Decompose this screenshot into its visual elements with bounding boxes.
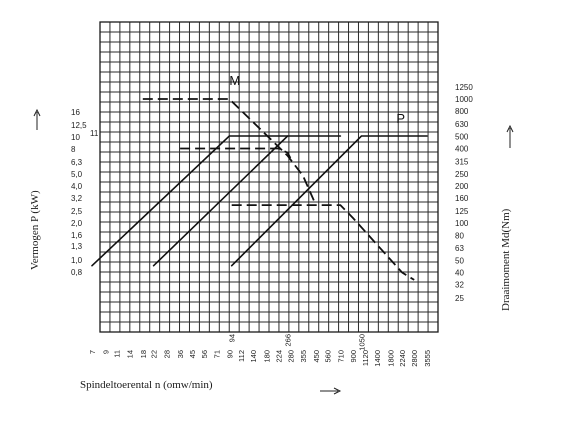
- y-right-tick-label: 50: [455, 257, 464, 266]
- x-tick-label: 710: [336, 350, 345, 363]
- x-tick-label-above: 94: [228, 334, 237, 342]
- series-P-label: P: [396, 111, 405, 126]
- x-tick-label: 224: [274, 350, 283, 363]
- x-arrow: [320, 387, 342, 395]
- x-tick-label: 2240: [398, 350, 407, 367]
- x-tick-label: 450: [312, 350, 321, 363]
- x-tick-label: 355: [299, 350, 308, 363]
- x-tick-label: 280: [286, 350, 295, 363]
- y-left-tick-label: 5,0: [71, 170, 83, 179]
- y-left-tick-label: 16: [71, 108, 80, 117]
- x-tick-label: 45: [188, 350, 197, 358]
- x-tick-label: 112: [237, 350, 246, 362]
- y-right-tick-label: 1000: [455, 95, 473, 104]
- y-left-tick-label: 1,3: [71, 242, 83, 251]
- y-right-tick-label: 32: [455, 281, 464, 290]
- x-tick-label: 1800: [386, 350, 395, 367]
- y-left-tick-label: 8: [71, 145, 76, 154]
- x-tick-label: 900: [349, 350, 358, 363]
- y-left-tick-label: 12,5: [71, 121, 87, 130]
- y-right-tick-label: 400: [455, 144, 469, 153]
- y-right-tick-label: 200: [455, 182, 469, 191]
- y-left-ticks: 0,8 1,0 1,3 1,6 2,0 2,5 3,2 4,0 5,0 6,3 8 10 12,5 16: [71, 108, 87, 277]
- x-tick-label-above: 1050: [357, 334, 366, 351]
- y-right-arrow: [506, 124, 514, 148]
- y-left-tick-label: 4,0: [71, 182, 83, 191]
- x-tick-label-above: 266: [284, 334, 293, 347]
- y-right-tick-label: 315: [455, 157, 469, 166]
- x-tick-label: 560: [324, 350, 333, 363]
- series-P-segment-2: [152, 135, 342, 267]
- y-left-tick-label: 3,2: [71, 194, 83, 203]
- x-ticks: 7 9 11 14 18 22 28 36 45 56 71 90 112 140 180 224 280 355…: [88, 350, 432, 367]
- series-P-segment-3: [230, 135, 428, 267]
- y-right-tick-label: 40: [455, 269, 464, 278]
- series-M-label: M: [229, 73, 240, 88]
- curves: PM: [91, 73, 428, 281]
- x-tick-label: 28: [163, 350, 172, 358]
- y-left-tick-label: 1,6: [71, 231, 83, 240]
- y-right-tick-label: 100: [455, 219, 469, 228]
- x-tick-label: 2800: [410, 350, 419, 367]
- y-right-label: Draaimoment Md(Nm): [500, 208, 512, 311]
- x-tick-label: 36: [176, 350, 185, 358]
- x-tick-label: 71: [213, 350, 222, 358]
- y-left-tick-label: 2,0: [71, 219, 83, 228]
- y-right-tick-label: 500: [455, 132, 469, 141]
- y-right-tick-label: 160: [455, 194, 469, 203]
- y-left-tick-label: 2,5: [71, 207, 83, 216]
- x-tick-label: 7: [88, 350, 97, 354]
- series-M-segment-3: [231, 204, 415, 281]
- grid: [100, 22, 438, 332]
- y-right-tick-label: 63: [455, 244, 464, 253]
- y-right-ticks: 25 32 40 50 63 80 100 125 160 200 250 315 400 500 630 8…: [455, 83, 473, 303]
- y-left-tick-label: 1,0: [71, 256, 83, 265]
- annotation-11: 11: [90, 129, 99, 138]
- x-label: Spindeltoerental n (omw/min): [80, 379, 213, 391]
- x-tick-label: 22: [150, 350, 159, 358]
- x-tick-label: 1400: [373, 350, 382, 367]
- series-M-segment-2: [180, 147, 292, 159]
- y-left-tick-label: 10: [71, 133, 80, 142]
- x-tick-label: 1120: [361, 350, 370, 366]
- y-right-tick-label: 80: [455, 231, 464, 240]
- x-tick-label: 90: [225, 350, 234, 358]
- y-left-tick-label: 0,8: [71, 268, 83, 277]
- y-right-tick-label: 250: [455, 170, 469, 179]
- x-tick-label: 3555: [423, 350, 432, 367]
- x-tick-label: 9: [102, 350, 111, 354]
- x-ticks-above: 94 266 1050: [228, 334, 367, 351]
- y-right-tick-label: 25: [455, 294, 464, 303]
- y-left-tick-label: 6,3: [71, 158, 83, 167]
- y-right-tick-label: 800: [455, 107, 469, 116]
- x-tick-label: 11: [112, 350, 121, 358]
- y-right-tick-label: 630: [455, 120, 469, 129]
- x-tick-label: 18: [139, 350, 148, 358]
- y-right-tick-label: 1250: [455, 83, 473, 92]
- x-tick-label: 180: [263, 350, 272, 363]
- x-tick-label: 140: [249, 350, 258, 363]
- x-tick-label: 56: [200, 350, 209, 358]
- plot-frame: [99, 21, 439, 333]
- y-left-arrow: [33, 108, 41, 130]
- y-right-tick-label: 125: [455, 207, 469, 216]
- series-M-segment-1: [142, 98, 317, 206]
- x-tick-label: 14: [125, 350, 134, 358]
- y-left-label: Vermogen P (kW): [29, 190, 41, 270]
